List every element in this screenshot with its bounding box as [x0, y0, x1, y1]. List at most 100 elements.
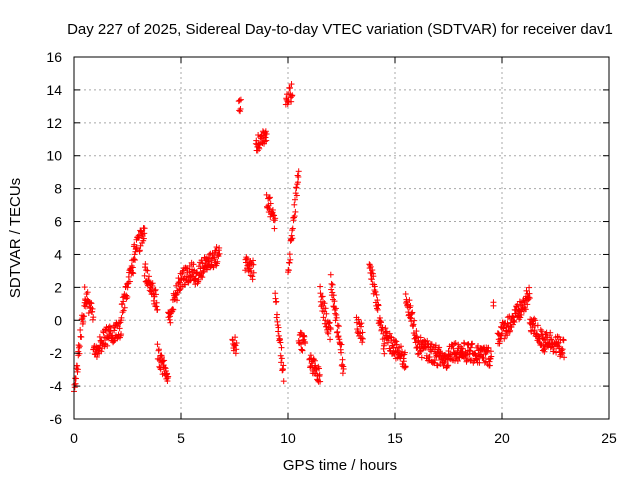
data-point	[71, 384, 78, 391]
data-point	[326, 319, 333, 326]
data-point	[469, 340, 476, 347]
data-point	[273, 298, 280, 305]
data-point	[376, 314, 383, 321]
y-tick-label: 6	[54, 214, 62, 230]
data-point	[237, 105, 244, 112]
data-point	[409, 309, 416, 316]
data-point	[262, 134, 269, 141]
data-point	[295, 173, 302, 180]
data-point	[467, 344, 474, 351]
data-point	[525, 294, 532, 301]
data-point	[332, 305, 339, 312]
data-point	[353, 319, 360, 326]
data-point	[400, 358, 407, 365]
data-point	[369, 267, 376, 274]
chart-title: Day 227 of 2025, Sidereal Day-to-day VTE…	[67, 21, 613, 38]
data-point	[458, 345, 465, 352]
data-point	[445, 348, 452, 355]
data-point	[359, 329, 366, 336]
data-point	[338, 349, 345, 356]
data-point	[140, 235, 147, 242]
data-point	[559, 346, 566, 353]
data-point	[161, 364, 168, 371]
data-point	[331, 298, 338, 305]
data-point	[237, 96, 244, 103]
data-point	[98, 348, 105, 355]
data-point	[275, 324, 282, 331]
data-point	[373, 291, 380, 298]
data-point	[554, 333, 561, 340]
data-point	[186, 263, 193, 270]
x-tick-label: 0	[70, 430, 78, 446]
data-point	[81, 284, 88, 291]
data-point	[328, 286, 335, 293]
data-point	[517, 314, 524, 321]
data-point	[277, 339, 284, 346]
data-point	[335, 323, 342, 330]
data-point	[121, 304, 128, 311]
data-point	[339, 356, 346, 363]
data-point	[272, 215, 279, 222]
data-point	[74, 366, 81, 373]
data-point	[288, 98, 295, 105]
data-point	[242, 259, 249, 266]
data-point	[293, 192, 300, 199]
data-point	[116, 325, 123, 332]
y-tick-label: 8	[54, 181, 62, 197]
data-point	[315, 365, 322, 372]
data-point	[297, 341, 304, 348]
data-point	[280, 378, 287, 385]
data-point	[266, 205, 273, 212]
y-tick-label: 12	[46, 115, 62, 131]
data-point	[432, 342, 439, 349]
data-point	[478, 351, 485, 358]
data-point	[436, 344, 443, 351]
data-point	[176, 279, 183, 286]
data-point	[236, 97, 243, 104]
data-point	[173, 297, 180, 304]
data-point	[473, 356, 480, 363]
y-tick-label: 14	[46, 82, 62, 98]
y-tick-label: 4	[54, 246, 62, 262]
data-point	[199, 274, 206, 281]
data-point	[212, 247, 219, 254]
data-point	[280, 362, 287, 369]
data-point	[263, 191, 270, 198]
data-point	[120, 298, 127, 305]
data-point	[198, 257, 205, 264]
data-point	[105, 334, 112, 341]
data-point	[290, 214, 297, 221]
data-point	[143, 267, 150, 274]
data-point	[250, 261, 257, 268]
data-point	[518, 311, 525, 318]
data-point	[287, 256, 294, 263]
data-point	[476, 359, 483, 366]
y-tick-label: 16	[46, 49, 62, 65]
data-point	[320, 298, 327, 305]
data-point	[167, 319, 174, 326]
data-point	[131, 251, 138, 258]
data-point	[481, 359, 488, 366]
data-point	[368, 276, 375, 283]
y-tick-label: 2	[54, 279, 62, 295]
data-point	[141, 225, 148, 232]
data-point	[261, 138, 268, 145]
data-point	[319, 293, 326, 300]
data-point	[317, 283, 324, 290]
data-point	[247, 265, 254, 272]
data-point	[155, 346, 162, 353]
data-point	[216, 250, 223, 257]
data-point	[298, 346, 305, 353]
data-point	[524, 301, 531, 308]
data-point	[340, 365, 347, 372]
data-point	[278, 355, 285, 362]
data-point	[118, 331, 125, 338]
data-point	[548, 336, 555, 343]
data-point	[286, 259, 293, 266]
data-point	[271, 212, 278, 219]
data-point	[130, 270, 137, 277]
data-point	[401, 364, 408, 371]
data-point	[397, 343, 404, 350]
